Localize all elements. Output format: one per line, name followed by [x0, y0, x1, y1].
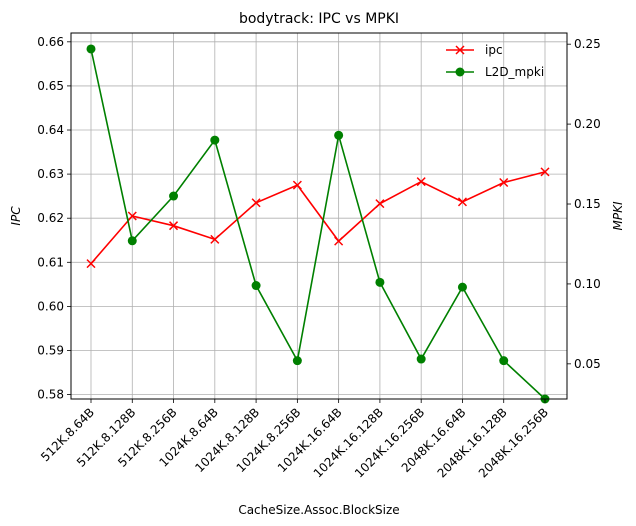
legend-ipc-marker [455, 45, 465, 55]
ipc-point [375, 199, 385, 209]
plot-frame [70, 32, 568, 400]
y-axis-right: 0.05 0.10 0.15 0.20 0.25 [567, 37, 601, 371]
legend: ipc L2D_mpki [446, 43, 544, 79]
y-left-tick-label: 0.66 [37, 35, 64, 49]
series-layer [86, 44, 550, 404]
x-marker-stroke [210, 234, 220, 244]
y-left-tick-label: 0.60 [37, 299, 64, 313]
legend-l2d-mpki-marker [455, 67, 465, 77]
l2d-mpki-point [169, 191, 179, 201]
y-right-tick-label: 0.15 [574, 197, 601, 211]
x-marker-stroke [127, 211, 137, 221]
l2d-mpki-point [292, 356, 302, 366]
l2d-mpki-point [251, 281, 261, 291]
y-axis-left-label: IPC [9, 206, 23, 226]
x-axis-label: CacheSize.Assoc.BlockSize [238, 503, 399, 517]
grid [71, 33, 567, 399]
l2d-mpki-point [86, 44, 96, 54]
x-marker-stroke [86, 259, 96, 269]
y-left-tick-label: 0.58 [37, 388, 64, 402]
ipc-line [90, 171, 546, 265]
ipc-point [334, 236, 344, 246]
x-marker-stroke [540, 167, 550, 177]
x-marker-stroke [455, 45, 465, 55]
l2d-mpki-point [375, 277, 385, 287]
y-axis-left: 0.58 0.59 0.60 0.61 0.62 0.63 0.64 0.65 0.66 [37, 35, 71, 402]
x-marker-stroke [375, 199, 385, 209]
y-left-tick-label: 0.65 [37, 79, 64, 93]
l2d-mpki-point [127, 236, 137, 246]
ipc-point [210, 234, 220, 244]
l2d-mpki-point [334, 130, 344, 140]
ipc-point [292, 180, 302, 190]
y-right-tick-label: 0.25 [574, 37, 601, 51]
ipc-point [86, 259, 96, 269]
l2d-mpki-point [416, 354, 426, 364]
y-left-tick-label: 0.59 [37, 343, 64, 357]
ipc-point [169, 221, 179, 231]
x-tick-label: 2048K.16.256B [476, 405, 551, 480]
legend-l2d-mpki-label: L2D_mpki [485, 65, 544, 79]
l2d-mpki-line [90, 48, 546, 400]
ipc-point [251, 198, 261, 208]
ipc-point [499, 177, 509, 188]
x-tick-label: 2048K.16.128B [435, 405, 510, 480]
x-tick-label: 1024K.16.128B [311, 405, 386, 480]
legend-ipc-label: ipc [485, 43, 503, 57]
x-marker-stroke [292, 180, 302, 190]
x-marker-stroke [169, 221, 179, 231]
y-left-tick-label: 0.61 [37, 255, 64, 269]
l2d-mpki-point [210, 135, 220, 145]
x-marker-stroke [334, 236, 344, 246]
x-marker-stroke [251, 198, 261, 208]
y-right-tick-label: 0.10 [574, 277, 601, 291]
x-marker-stroke [457, 197, 467, 207]
ipc-point [127, 211, 137, 221]
y-right-tick-label: 0.20 [574, 117, 601, 131]
l2d-mpki-point [499, 356, 509, 366]
y-right-tick-label: 0.05 [574, 357, 601, 371]
ipc-point [540, 167, 550, 177]
x-marker-stroke [499, 177, 509, 188]
chart-title: bodytrack: IPC vs MPKI [239, 11, 399, 27]
y-left-tick-label: 0.64 [37, 123, 64, 137]
y-left-tick-label: 0.62 [37, 211, 64, 225]
y-axis-right-label: MPKI [611, 201, 625, 230]
x-axis: 512K.8.64B512K.8.128B512K.8.256B1024K.8.… [38, 399, 551, 480]
l2d-mpki-point [457, 282, 467, 292]
ipc-point [457, 197, 467, 207]
y-left-tick-label: 0.63 [37, 167, 64, 181]
x-tick-label: 1024K.16.256B [352, 405, 427, 480]
ipc-point [416, 177, 426, 187]
x-marker-stroke [416, 177, 426, 187]
